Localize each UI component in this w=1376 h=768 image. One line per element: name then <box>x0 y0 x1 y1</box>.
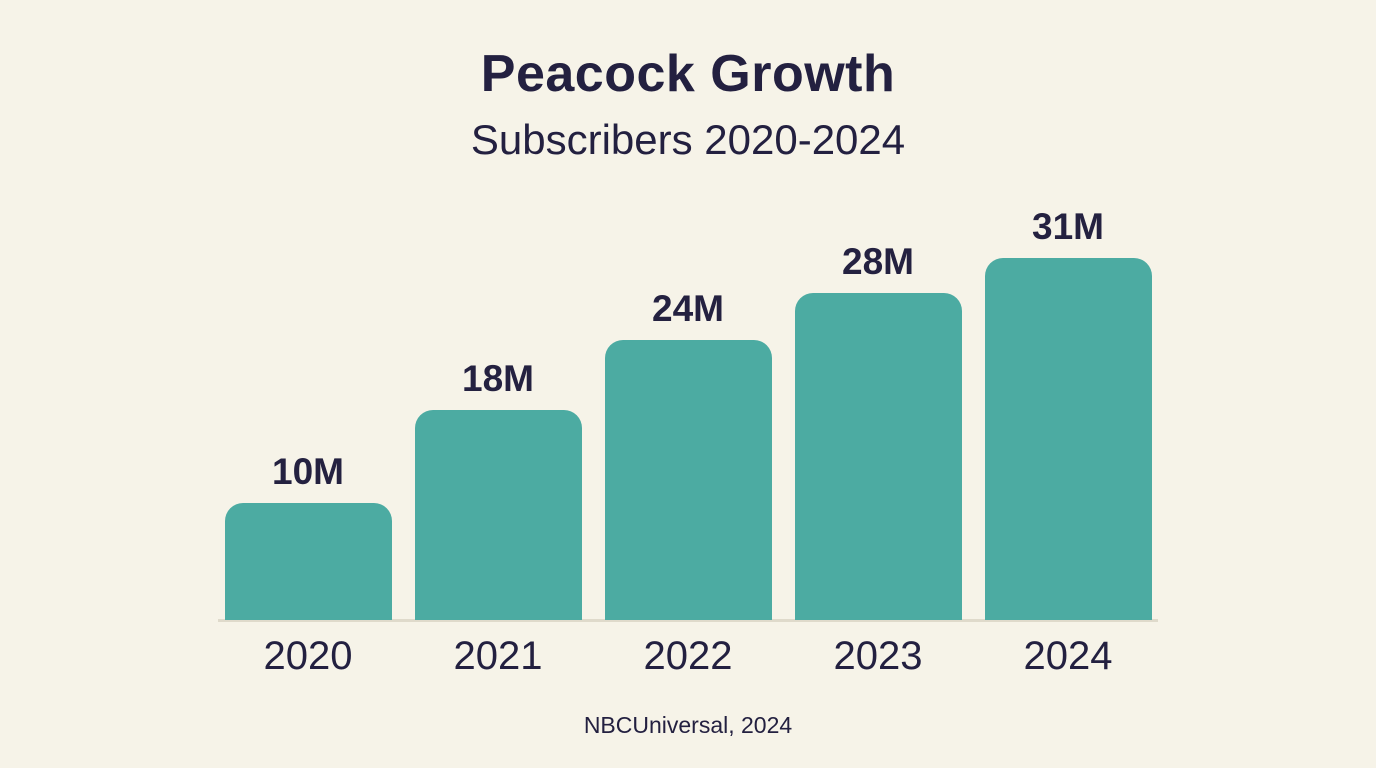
bar-2023 <box>794 293 962 620</box>
bar-2021 <box>414 410 582 620</box>
axis-label-2022: 2022 <box>643 634 733 678</box>
bar-column-2023: 28M 2023 <box>794 239 962 678</box>
chart-subtitle: Subscribers 2020-2024 <box>470 116 906 163</box>
bars-row: 10M 2020 18M 2021 24M 2022 28M 2023 31M 2024 <box>0 204 1376 678</box>
axis-label-2024: 2024 <box>1023 634 1113 678</box>
bar-2020 <box>224 503 392 620</box>
source-attribution: NBCUniversal, 2024 <box>583 712 793 738</box>
bar-column-2020: 10M 2020 <box>224 449 392 678</box>
bar-column-2022: 24M 2022 <box>604 286 772 678</box>
bar-2024 <box>984 258 1152 620</box>
bar-value-label-2023: 28M <box>842 241 914 282</box>
chart-title: Peacock Growth <box>480 45 896 103</box>
bar-value-label-2024: 31M <box>1032 206 1104 247</box>
axis-label-2021: 2021 <box>453 634 543 678</box>
bar-chart: 10M 2020 18M 2021 24M 2022 28M 2023 31M 2024 <box>0 204 1376 678</box>
bar-column-2024: 31M 2024 <box>984 204 1152 678</box>
axis-label-2020: 2020 <box>263 634 353 678</box>
bar-column-2021: 18M 2021 <box>414 356 582 678</box>
bar-value-label-2022: 24M <box>652 288 724 329</box>
bar-value-label-2021: 18M <box>462 358 534 399</box>
axis-label-2023: 2023 <box>833 634 923 678</box>
bar-2022 <box>604 340 772 620</box>
bar-value-label-2020: 10M <box>272 451 344 492</box>
chart-baseline <box>218 619 1158 622</box>
